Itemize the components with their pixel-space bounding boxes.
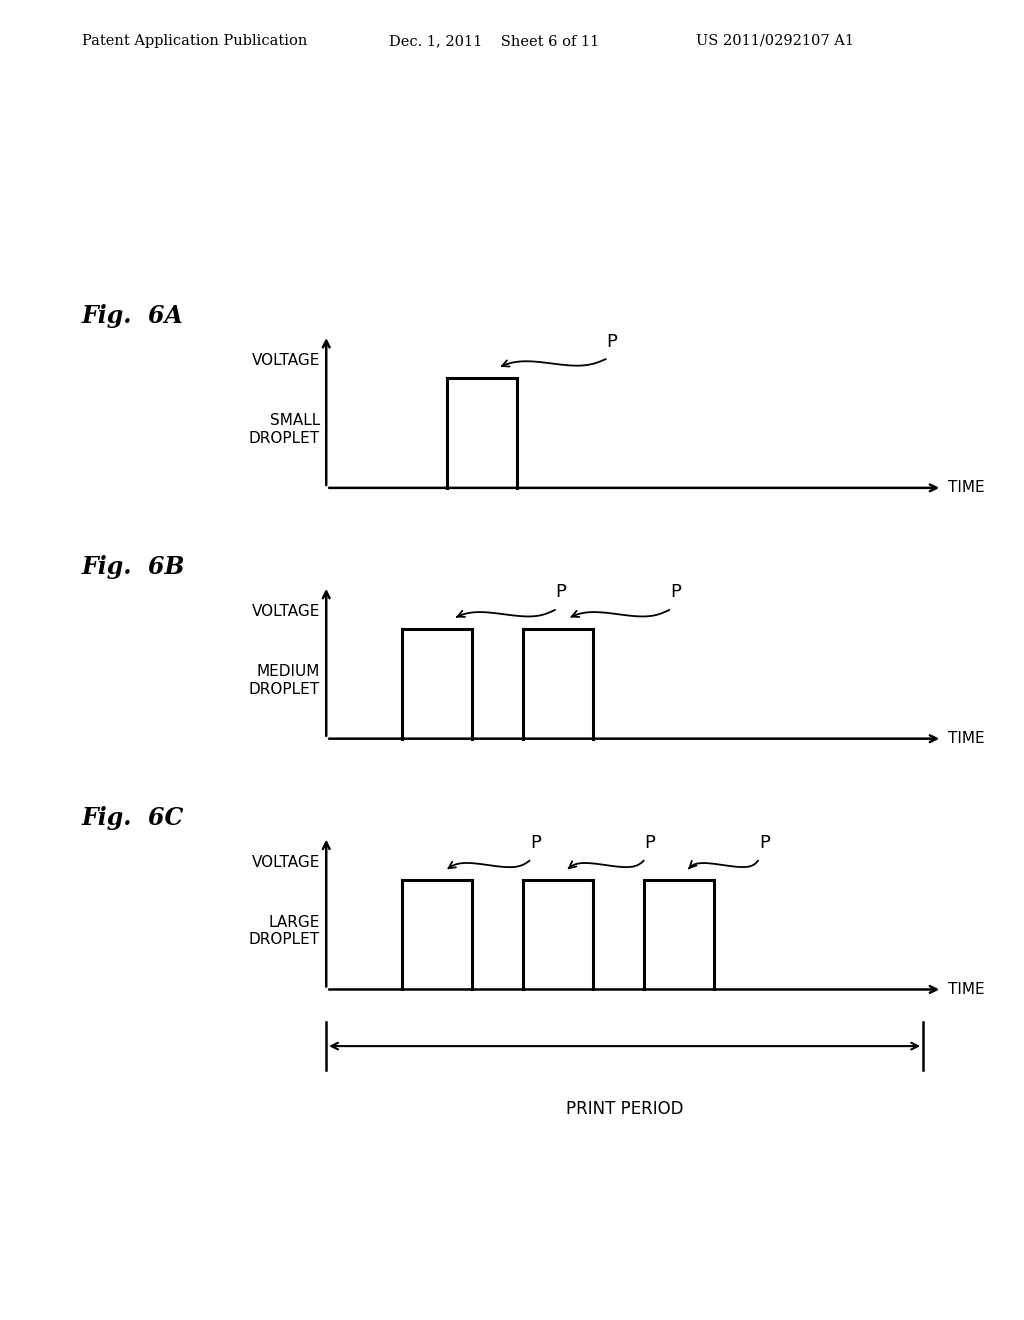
Text: Fig.  6C: Fig. 6C (82, 807, 184, 830)
Text: P: P (556, 583, 566, 602)
Text: VOLTAGE: VOLTAGE (252, 605, 319, 619)
Text: P: P (606, 333, 617, 351)
Text: PRINT PERIOD: PRINT PERIOD (566, 1100, 683, 1118)
Text: Fig.  6A: Fig. 6A (82, 305, 183, 329)
Text: P: P (759, 834, 770, 853)
Text: Fig.  6B: Fig. 6B (82, 556, 185, 579)
Text: Dec. 1, 2011    Sheet 6 of 11: Dec. 1, 2011 Sheet 6 of 11 (389, 34, 599, 48)
Text: P: P (530, 834, 542, 853)
Text: Patent Application Publication: Patent Application Publication (82, 34, 307, 48)
Text: MEDIUM
DROPLET: MEDIUM DROPLET (249, 664, 319, 697)
Text: TIME: TIME (948, 731, 985, 746)
Text: SMALL
DROPLET: SMALL DROPLET (249, 413, 319, 446)
Text: VOLTAGE: VOLTAGE (252, 354, 319, 368)
Text: TIME: TIME (948, 480, 985, 495)
Text: US 2011/0292107 A1: US 2011/0292107 A1 (696, 34, 854, 48)
Text: P: P (670, 583, 681, 602)
Text: P: P (644, 834, 655, 853)
Text: LARGE
DROPLET: LARGE DROPLET (249, 915, 319, 948)
Text: TIME: TIME (948, 982, 985, 997)
Text: VOLTAGE: VOLTAGE (252, 855, 319, 870)
